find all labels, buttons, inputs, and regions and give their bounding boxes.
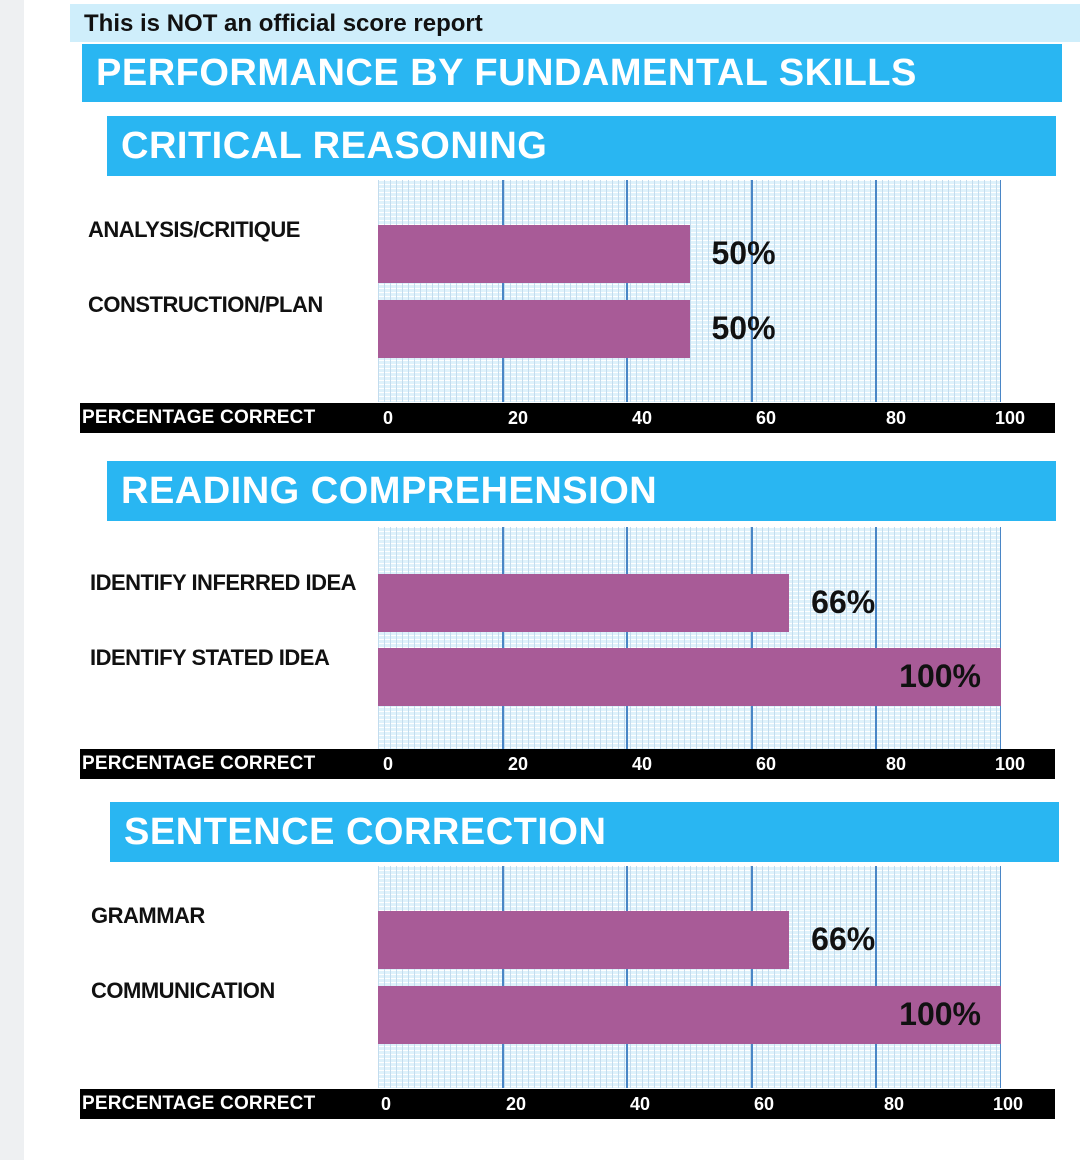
x-tick-label: 40 [631,754,653,774]
section-title-reading-comprehension: READING COMPREHENSION [107,461,1056,521]
category-label: IDENTIFY STATED IDEA [90,645,330,670]
gridline [750,866,753,1088]
unofficial-notice: This is NOT an official score report [70,4,1080,42]
x-tick-label: 20 [505,1094,527,1114]
gridline [501,180,504,402]
bar-value-label: 100% [899,996,981,1032]
x-tick-label: 60 [755,408,777,428]
section-title-sentence-correction: SENTENCE CORRECTION [110,802,1059,862]
x-axis: PERCENTAGE CORRECT 0 20 40 60 80 100 [80,1089,1055,1119]
gridline [1000,866,1001,1088]
gridline [501,866,504,1088]
x-tick-label: 0 [380,1094,392,1114]
x-axis-title: PERCENTAGE CORRECT [82,1093,316,1114]
gridline [1000,527,1001,749]
x-axis: PERCENTAGE CORRECT 0 20 40 60 80 100 [80,403,1055,433]
x-tick-label: 100 [994,754,1026,774]
bar [378,648,1001,706]
bar-value-label: 66% [811,921,876,957]
x-tick-label: 0 [382,408,394,428]
category-label: ANALYSIS/CRITIQUE [88,217,300,242]
gridline [875,180,878,402]
x-tick-label: 60 [755,754,777,774]
gridline [1000,180,1001,402]
bar [378,574,790,632]
page-title: PERFORMANCE BY FUNDAMENTAL SKILLS [82,44,1062,102]
category-label: IDENTIFY INFERRED IDEA [90,570,357,595]
plot-area: 50% 50% [378,180,1001,402]
bar-value-label: 50% [711,310,776,346]
bar [378,225,690,283]
gridline [750,180,753,402]
gridline [626,866,629,1088]
gridline [626,527,629,749]
category-label: COMMUNICATION [91,978,275,1003]
x-tick-label: 40 [629,1094,651,1114]
plot-area: 66% 100% [378,866,1001,1088]
x-tick-label: 80 [885,408,907,428]
x-axis-title: PERCENTAGE CORRECT [82,407,316,428]
x-tick-label: 40 [631,408,653,428]
bar-value-label: 66% [811,584,876,620]
bar [378,911,790,969]
x-tick-label: 100 [992,1094,1024,1114]
gridline [501,527,504,749]
x-tick-label: 20 [507,754,529,774]
bar [378,300,690,358]
gridline [626,180,629,402]
gridline [875,866,878,1088]
x-tick-label: 0 [382,754,394,774]
gridline [875,527,878,749]
x-tick-label: 20 [507,408,529,428]
x-tick-label: 80 [883,1094,905,1114]
gridline [750,527,753,749]
x-tick-label: 80 [885,754,907,774]
bar-value-label: 50% [711,235,776,271]
bar [378,986,1001,1044]
category-label: GRAMMAR [91,903,205,928]
page-gutter [0,0,24,1160]
x-tick-label: 60 [753,1094,775,1114]
x-axis-title: PERCENTAGE CORRECT [82,753,316,774]
x-axis: PERCENTAGE CORRECT 0 20 40 60 80 100 [80,749,1055,779]
category-label: CONSTRUCTION/PLAN [88,292,323,317]
x-tick-label: 100 [994,408,1026,428]
bar-value-label: 100% [899,658,981,694]
plot-area: 66% 100% [378,527,1001,749]
section-title-critical-reasoning: CRITICAL REASONING [107,116,1056,176]
